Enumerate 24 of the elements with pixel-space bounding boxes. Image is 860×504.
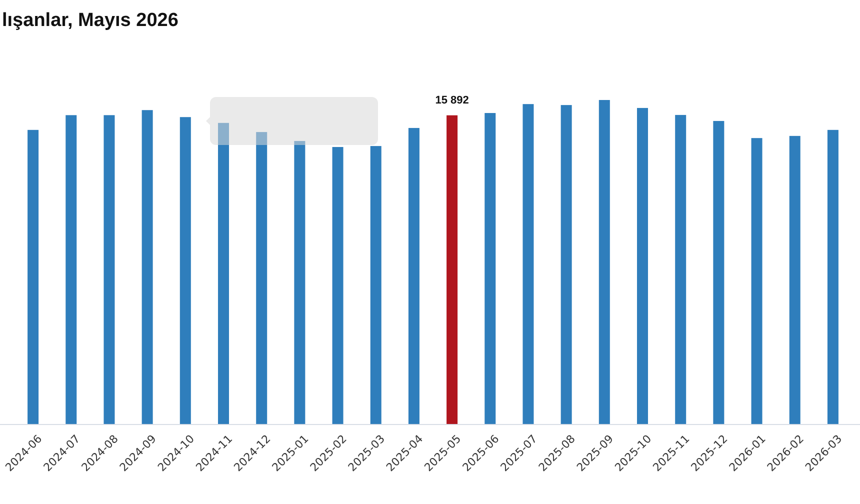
bar (522, 104, 534, 424)
bar (484, 113, 496, 424)
bar (28, 130, 39, 424)
bar (256, 132, 268, 424)
bar (446, 115, 458, 424)
bar (104, 115, 115, 424)
bar (713, 120, 724, 424)
bar (789, 136, 800, 424)
bar (66, 115, 77, 424)
bar (218, 122, 229, 424)
data-label: 15 892 (435, 94, 469, 106)
bar (142, 110, 153, 424)
bar (827, 130, 838, 424)
bar (370, 146, 382, 424)
bar (675, 114, 686, 424)
bar (294, 140, 306, 424)
chart-title: lışanlar, Mayıs 2026 (2, 10, 178, 31)
bar (637, 108, 648, 424)
bar (408, 128, 420, 424)
bar (598, 100, 610, 424)
bar (560, 105, 572, 424)
bar (751, 138, 762, 424)
bar (332, 147, 344, 424)
bar (180, 117, 191, 424)
